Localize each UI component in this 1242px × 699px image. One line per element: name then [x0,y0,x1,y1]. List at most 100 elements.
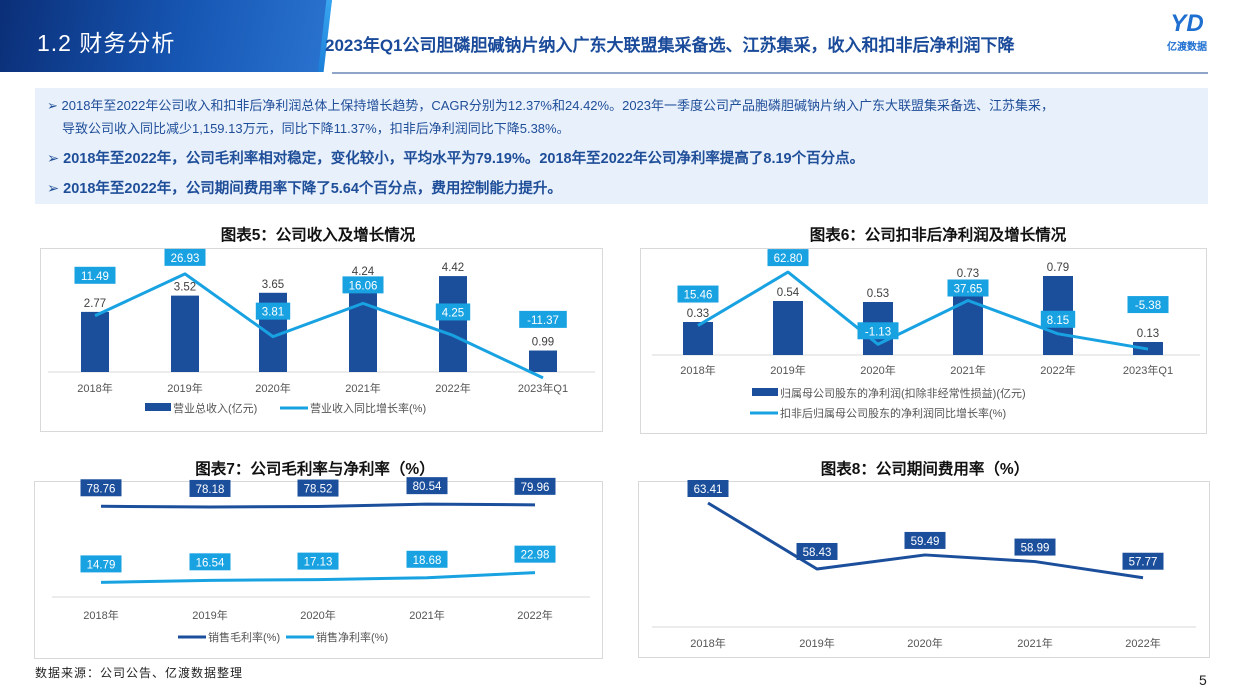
series-line [94,272,544,380]
bar-value-label: 4.42 [442,262,464,274]
bar-value-label: 0.73 [957,268,979,280]
section-title: 1.2 财务分析 [37,30,176,56]
data-label: 11.49 [81,271,109,283]
data-label-box [80,479,122,497]
data-label-box [514,477,556,495]
bar [439,276,467,372]
bar-value-label: 0.13 [1137,328,1159,340]
data-label-box [74,266,116,284]
x-tick-label: 2020年 [860,363,895,377]
legend-label: 归属母公司股东的净利润(扣除非经常性损益)(亿元) [780,386,1026,400]
bar-value-label: 0.79 [1047,262,1069,274]
chart7-title: 图表7：公司毛利率与净利率（%） [195,461,435,478]
data-label: 37.65 [954,283,983,295]
bar [529,350,557,372]
x-tick-label: 2018年 [690,636,725,650]
bar [349,279,377,372]
bar-value-label: 3.52 [174,282,196,294]
x-tick-label: 2018年 [680,363,715,377]
x-tick-label: 2020年 [300,608,335,622]
bar-value-label: 0.53 [867,288,889,300]
data-label: 58.99 [1021,543,1050,555]
data-label: 16.06 [349,280,378,292]
data-label-box [1122,552,1164,570]
page-title: 2023年Q1公司胆磷胆碱钠片纳入广东大联盟集采备选、江苏集采，收入和扣非后净利… [325,36,1015,55]
chart5-title: 图表5：公司收入及增长情况 [220,227,416,244]
company-logo: YD 亿渡数据 [1162,10,1212,58]
data-label: 4.25 [442,307,464,319]
data-label-box [255,302,291,320]
x-tick-label: 2022年 [1125,636,1160,650]
summary-line: 导致公司收入同比减少1,159.13万元，同比下降11.37%，扣非后净利润同比… [62,121,570,136]
x-tick-label: 2019年 [167,381,202,395]
legend-swatch-bar [752,388,778,396]
bar-value-label: 0.54 [777,287,800,299]
chart6-frame [640,248,1207,434]
data-label: 62.80 [774,253,803,265]
legend-swatch-bar [145,403,171,411]
series-line [697,270,1149,351]
header-divider [332,72,1208,74]
x-tick-label: 2021年 [409,608,444,622]
data-label: 14.79 [87,559,116,571]
page-number: 5 [1199,672,1207,688]
x-tick-label: 2021年 [345,381,380,395]
x-tick-label: 2021年 [950,363,985,377]
data-label: 78.52 [304,484,333,496]
data-label-box [687,480,729,497]
bar [171,295,199,372]
summary-line: ➢ 2018年至2022年，公司毛利率相对稳定，变化较小，平均水平为79.19%… [47,151,865,167]
chart8-frame [638,481,1210,658]
data-label: -1.13 [865,326,891,338]
chart7: 2018年 2019年 2020年 2021年 2022年 78.76 78.18 78.52… [52,477,590,644]
chart8: 2018年 2019年 2020年 2021年 2022年 63.41 58.43 59.49… [652,480,1196,650]
data-label: 59.49 [911,536,940,548]
data-label-box [189,553,231,571]
data-label: 58.43 [803,547,832,559]
bar-value-label: 3.65 [262,279,284,291]
data-label: 16.54 [196,557,225,569]
chart8-title: 图表8：公司期间费用率（%） [820,461,1030,478]
series-line [100,502,536,509]
x-tick-label: 2019年 [770,363,805,377]
bar-value-label: 0.33 [687,308,709,320]
data-label: 3.81 [262,307,284,319]
bar [773,301,803,355]
data-label-box [767,249,809,267]
x-tick-label: 2020年 [255,381,290,395]
series-line [100,571,536,584]
bar [683,322,713,355]
data-label-box [189,479,231,497]
x-tick-label: 2022年 [1040,363,1075,377]
data-label-box [164,248,206,266]
x-tick-label: 2022年 [517,608,552,622]
data-label: -11.37 [527,315,559,327]
summary-box: ➢ 2018年至2022年公司收入和扣非后净利润总体上保持增长趋势，CAGR分别… [35,88,1208,204]
header-banner [0,0,332,72]
data-label-box [80,555,122,573]
series-line [707,501,1144,580]
data-label-box [406,550,448,568]
data-source: 数据来源：公司公告、亿渡数据整理 [35,666,244,680]
data-label-box [947,279,989,297]
data-label-box [677,285,719,303]
data-label: 63.41 [694,484,723,496]
data-label: 78.18 [196,484,225,496]
data-label-box [1040,310,1076,328]
data-label-box [297,552,339,570]
bar-value-label: 2.77 [84,298,106,310]
data-label: 8.15 [1047,315,1069,327]
data-label-box [796,542,838,560]
data-label: 18.68 [413,555,442,567]
x-tick-label: 2018年 [77,381,112,395]
logo-mark: YD [1170,10,1204,37]
chart5-frame [40,248,603,432]
data-label: 79.96 [521,482,550,494]
legend-label: 销售净利率(%) [316,630,388,644]
data-label: 15.46 [684,290,713,302]
data-label-box [857,322,899,340]
data-label: 22.98 [521,550,550,562]
data-label: 80.54 [413,481,442,493]
x-tick-label: 2023年Q1 [518,381,568,395]
